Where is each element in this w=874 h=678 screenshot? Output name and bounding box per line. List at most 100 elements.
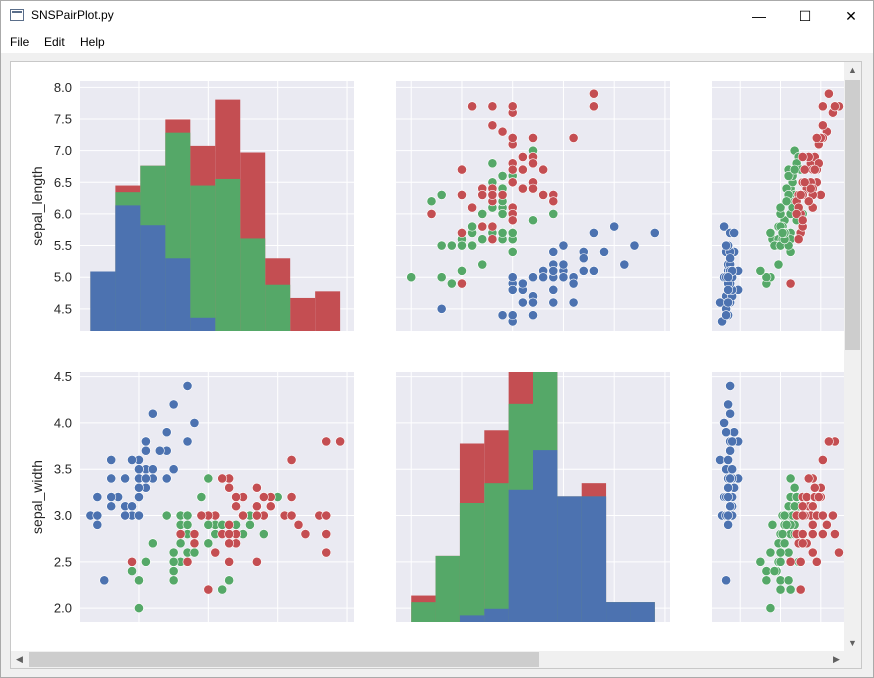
- scatter-point-virginica: [321, 529, 332, 539]
- scatter-point-setosa: [725, 501, 736, 512]
- scatter-point-virginica: [182, 556, 193, 567]
- scatter-point-versicolor: [147, 538, 158, 549]
- scroll-down-arrow-icon[interactable]: ▼: [848, 638, 857, 648]
- menu-help[interactable]: Help: [80, 35, 105, 49]
- scatter-point-versicolor: [436, 190, 447, 200]
- menu-edit[interactable]: Edit: [44, 35, 65, 49]
- scatter-point-setosa: [517, 278, 528, 289]
- histogram-bar-setosa: [190, 317, 216, 331]
- scatter-point-setosa: [92, 510, 103, 521]
- scatter-point-virginica: [251, 501, 262, 512]
- scatter-point-virginica: [807, 547, 818, 558]
- scatter-point-versicolor: [182, 510, 193, 521]
- scatter-point-virginica: [507, 215, 518, 226]
- sepal-width-tick-label: 4.5: [54, 369, 72, 384]
- vertical-scroll-thumb[interactable]: [845, 80, 860, 350]
- scatter-point-setosa: [725, 473, 736, 484]
- scatter-point-versicolor: [765, 227, 776, 238]
- scatter-point-setosa: [134, 510, 144, 521]
- scatter-point-virginica: [497, 126, 508, 137]
- scatter-point-virginica: [809, 164, 820, 175]
- scatter-point-setosa: [106, 455, 117, 465]
- title-bar: SNSPairPlot.py — ☐ ✕: [1, 1, 873, 31]
- scatter-point-setosa: [578, 253, 589, 264]
- scatter-point-virginica: [799, 177, 810, 188]
- sepal-length-tick-label: 6.0: [54, 206, 72, 221]
- scroll-up-arrow-icon[interactable]: ▲: [848, 65, 857, 75]
- scatter-point-setosa: [725, 445, 736, 456]
- scatter-point-versicolor: [467, 221, 478, 232]
- vertical-scrollbar[interactable]: ▲ ▼: [844, 62, 861, 652]
- maximize-button[interactable]: ☐: [798, 7, 812, 24]
- scatter-point-setosa: [548, 246, 559, 257]
- scatter-point-versicolor: [761, 575, 772, 586]
- scatter-point-virginica: [300, 529, 311, 539]
- scatter-point-setosa: [106, 501, 117, 512]
- scroll-right-arrow-icon[interactable]: ▶: [833, 654, 840, 664]
- histogram-bar-virginica: [315, 291, 341, 331]
- scatter-point-virginica: [487, 234, 498, 245]
- scatter-point-setosa: [92, 492, 103, 502]
- sepal-length-axis-label: sepal_length: [29, 166, 45, 245]
- scatter-point-virginica: [528, 133, 538, 143]
- scatter-point-versicolor: [140, 556, 151, 567]
- scatter-point-virginica: [538, 190, 549, 200]
- scatter-point-setosa: [120, 473, 130, 484]
- scatter-point-setosa: [725, 253, 736, 264]
- scatter-point-virginica: [217, 473, 228, 484]
- scatter-point-setosa: [558, 240, 569, 251]
- scatter-point-versicolor: [182, 519, 193, 530]
- scatter-point-virginica: [321, 547, 332, 558]
- histogram-bar-setosa: [140, 225, 166, 331]
- scatter-point-virginica: [811, 133, 822, 143]
- scatter-point-setosa: [182, 436, 193, 447]
- sepal-length-tick-label: 7.0: [54, 143, 72, 158]
- scatter-point-versicolor: [497, 227, 508, 238]
- scatter-point-setosa: [127, 455, 137, 465]
- scatter-point-setosa: [721, 427, 732, 438]
- histogram-bar-setosa: [115, 205, 141, 331]
- scroll-left-arrow-icon[interactable]: ◀: [16, 654, 23, 664]
- horizontal-scrollbar[interactable]: ◀ ▶: [11, 651, 845, 668]
- menu-file[interactable]: File: [10, 35, 30, 49]
- histogram-bar-versicolor: [484, 483, 509, 622]
- horizontal-scroll-thumb[interactable]: [29, 652, 539, 667]
- sepal-width-tick-label: 2.5: [54, 554, 72, 569]
- scatter-point-virginica: [487, 120, 498, 131]
- histogram-bar-setosa: [630, 602, 655, 622]
- scatter-point-setosa: [120, 510, 130, 521]
- scatter-point-virginica: [467, 101, 478, 112]
- close-button[interactable]: ✕: [845, 7, 857, 24]
- scatter-point-setosa: [134, 464, 144, 475]
- scatter-point-versicolor: [779, 538, 790, 549]
- scatter-point-virginica: [548, 196, 559, 207]
- scatter-point-virginica: [807, 501, 818, 512]
- scatter-point-setosa: [649, 227, 660, 238]
- scatter-point-setosa: [578, 265, 589, 276]
- scatter-point-virginica: [507, 164, 518, 175]
- scatter-point-setosa: [721, 240, 732, 251]
- scatter-point-versicolor: [765, 603, 776, 614]
- scatter-point-virginica: [803, 473, 814, 484]
- scatter-point-virginica: [568, 133, 579, 143]
- scatter-point-versicolor: [507, 246, 518, 257]
- menu-bar: File Edit Help: [1, 31, 873, 53]
- minimize-button[interactable]: —: [752, 8, 766, 24]
- scatter-point-setosa: [168, 399, 179, 410]
- sepal-width-tick-label: 4.0: [54, 415, 72, 430]
- scatter-point-setosa: [548, 284, 559, 295]
- scatter-point-virginica: [224, 519, 235, 530]
- sepal-width-tick-label: 3.5: [54, 462, 72, 477]
- scatter-point-versicolor: [457, 240, 467, 251]
- scatter-point-setosa: [723, 482, 734, 493]
- scatter-point-setosa: [558, 272, 569, 283]
- scatter-point-virginica: [286, 492, 297, 502]
- scatter-point-virginica: [807, 529, 818, 539]
- scatter-point-virginica: [817, 101, 828, 112]
- scatter-point-setosa: [568, 278, 579, 289]
- scatter-point-setosa: [140, 436, 151, 447]
- sepal-width-tick-label: 2.0: [54, 601, 72, 616]
- scatter-point-setosa: [538, 272, 549, 283]
- scatter-point-virginica: [224, 538, 235, 549]
- scatter-point-virginica: [528, 158, 538, 169]
